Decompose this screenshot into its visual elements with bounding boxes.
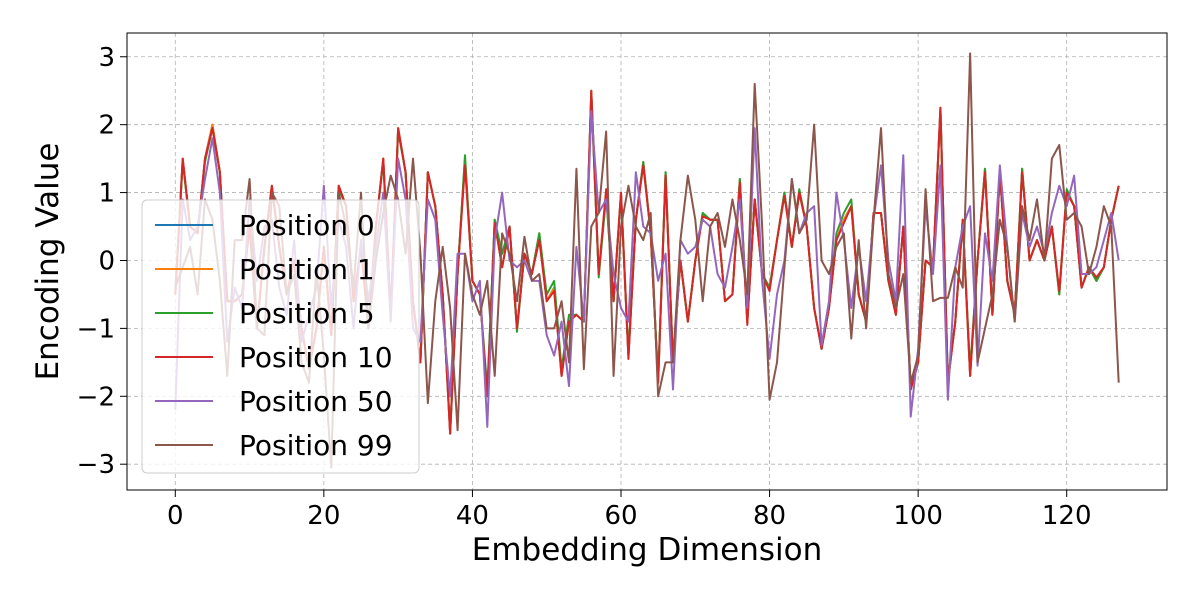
x-tick-label: 40	[456, 501, 489, 531]
plot-frame	[126, 32, 1168, 491]
y-tick-label: −3	[77, 450, 115, 480]
y-tick-label: 1	[98, 179, 115, 209]
y-tick-label: 3	[98, 43, 115, 73]
x-tick-label: 100	[893, 501, 943, 531]
y-tick-label: 0	[98, 246, 115, 276]
x-axis-label: Embedding Dimension	[472, 532, 822, 568]
x-tick-label: 80	[753, 501, 786, 531]
axis-ticks: 0 20 40 60 80 100 120 3 2 1 0 −1 −2 −3	[77, 43, 1092, 531]
y-tick-label: −2	[77, 382, 115, 412]
legend-label: Position 0	[239, 209, 375, 242]
x-tick-label: 20	[307, 501, 340, 531]
x-tick-label: 60	[604, 501, 637, 531]
legend-label: Position 1	[239, 253, 375, 286]
y-axis-label: Encoding Value	[30, 143, 66, 381]
legend-label: Position 10	[239, 341, 393, 374]
y-tick-label: 2	[98, 111, 115, 141]
x-tick-label: 120	[1042, 501, 1092, 531]
x-tick-label: 0	[167, 501, 184, 531]
y-tick-label: −1	[77, 314, 115, 344]
legend-label: Position 99	[239, 429, 393, 462]
legend: Position 0 Position 1 Position 5 Position 1…	[141, 199, 420, 474]
legend-label: Position 5	[239, 297, 375, 330]
legend-label: Position 50	[239, 385, 393, 418]
